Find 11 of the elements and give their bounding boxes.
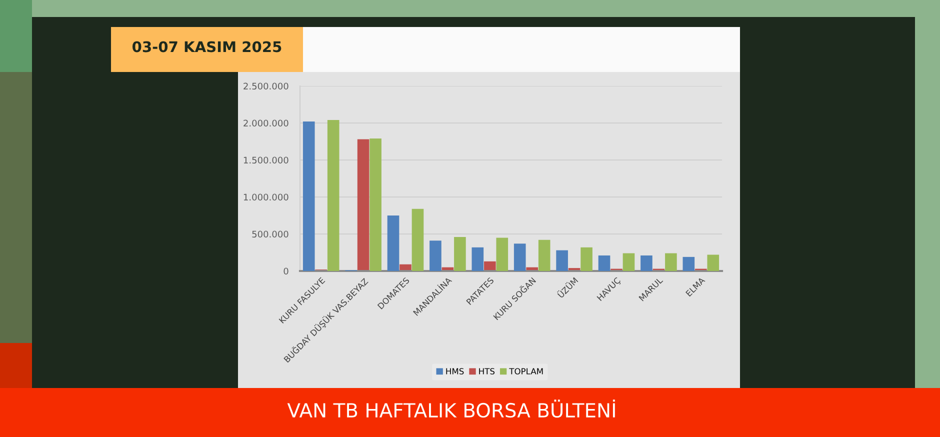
legend-label: HMS [446, 368, 464, 374]
y-tick-label: 1.000.000 [244, 194, 288, 201]
chart-subtitle: 03-07 KASIM 2025 [132, 41, 282, 52]
y-tick-label: 0 [284, 268, 288, 275]
legend-label: TOPLAM [509, 368, 543, 374]
legend-label: HTS [479, 368, 495, 374]
y-tick-label: 2.000.000 [244, 120, 288, 127]
text: VAN TB HAFTALIK BORSA BÜLTENİ [287, 400, 615, 418]
y-tick-label: 1.500.000 [244, 156, 288, 164]
y-tick-label: 2.500.000 [244, 82, 288, 90]
y-tick-label: 500.000 [252, 230, 288, 238]
